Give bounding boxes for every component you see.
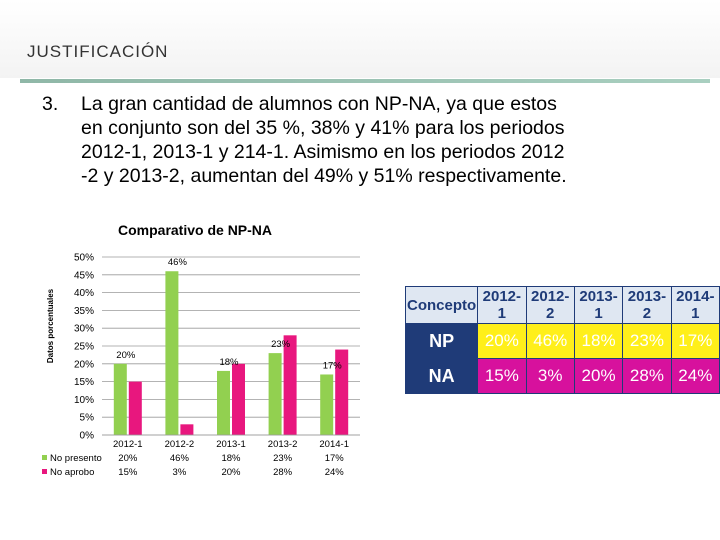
paragraph-line: en conjunto son del 35 %, 38% y 41% para… bbox=[81, 117, 565, 139]
y-tick-label: 25% bbox=[74, 342, 94, 353]
table-cell: 46% bbox=[525, 323, 575, 359]
data-label: 23% bbox=[271, 339, 291, 350]
y-tick-label: 30% bbox=[74, 324, 94, 335]
bar-no-aprobo bbox=[283, 335, 297, 435]
bar-no-presento bbox=[268, 353, 282, 435]
table-value-no-aprobo: 28% bbox=[273, 467, 293, 478]
table-cell: 20% bbox=[573, 358, 624, 394]
table-cell: 3% bbox=[525, 358, 575, 394]
x-tick-label: 2012-1 bbox=[113, 439, 143, 450]
bar-no-aprobo bbox=[180, 424, 194, 435]
bar-no-presento bbox=[113, 363, 127, 435]
y-tick-label: 20% bbox=[74, 359, 94, 370]
table-cell: 28% bbox=[622, 358, 672, 394]
table-header-cell: 2013-1 bbox=[573, 286, 624, 324]
justification-paragraph: 3. La gran cantidad de alumnos con NP-NA… bbox=[42, 92, 702, 188]
table-value-no-aprobo: 15% bbox=[118, 467, 138, 478]
y-tick-label: 15% bbox=[74, 377, 94, 388]
bar-no-presento bbox=[320, 374, 334, 435]
y-tick-label: 5% bbox=[80, 413, 95, 424]
y-tick-label: 40% bbox=[74, 288, 94, 299]
y-tick-label: 10% bbox=[74, 395, 94, 406]
paragraph-text: La gran cantidad de alumnos con NP-NA, y… bbox=[81, 92, 702, 188]
title-divider bbox=[20, 79, 710, 83]
table-row-label: NP bbox=[404, 323, 479, 359]
y-tick-label: 0% bbox=[80, 431, 95, 442]
table-value-no-aprobo: 20% bbox=[221, 467, 241, 478]
table-header-row: Concepto 2012-1 2012-2 2013-1 2013-2 201… bbox=[404, 286, 720, 324]
table-header-cell: 2014-1 bbox=[670, 286, 720, 324]
data-label: 18% bbox=[219, 357, 239, 368]
comparison-table-wrap: Concepto 2012-1 2012-2 2013-1 2013-2 201… bbox=[404, 286, 720, 394]
table-row: NA 15% 3% 20% 28% 24% bbox=[404, 358, 720, 394]
table-cell: 15% bbox=[477, 358, 527, 394]
y-axis-title: Datos porcentuales bbox=[46, 288, 55, 363]
table-header-cell: 2012-2 bbox=[525, 286, 575, 324]
bar-no-aprobo bbox=[232, 363, 245, 435]
paragraph-line: 2012-1, 2013-1 y 214-1. Asimismo en los … bbox=[81, 141, 565, 163]
table-value-no-aprobo: 3% bbox=[173, 467, 187, 478]
table-value-no-presento: 46% bbox=[170, 453, 190, 464]
table-header-cell: Concepto bbox=[404, 286, 479, 324]
table-cell: 20% bbox=[477, 323, 527, 359]
x-tick-label: 2013-2 bbox=[268, 439, 298, 450]
bar-no-presento bbox=[165, 271, 179, 435]
table-value-no-presento: 20% bbox=[118, 453, 138, 464]
y-tick-label: 50% bbox=[74, 253, 94, 264]
legend-label: No presento bbox=[50, 453, 102, 464]
table-row-label: NA bbox=[404, 358, 479, 394]
table-value-no-presento: 23% bbox=[273, 453, 293, 464]
table-value-no-presento: 18% bbox=[221, 453, 241, 464]
item-number: 3. bbox=[42, 93, 59, 115]
legend-label: No aprobo bbox=[50, 467, 94, 478]
paragraph-line: La gran cantidad de alumnos con NP-NA, y… bbox=[81, 93, 557, 115]
data-label: 46% bbox=[168, 257, 188, 268]
bar-no-aprobo bbox=[335, 349, 349, 435]
y-tick-label: 45% bbox=[74, 270, 94, 281]
data-label: 17% bbox=[323, 360, 343, 371]
paragraph-line: -2 y 2013-2, aumentan del 49% y 51% resp… bbox=[81, 165, 567, 187]
title-band bbox=[0, 0, 720, 78]
x-tick-label: 2013-1 bbox=[216, 439, 246, 450]
legend-swatch bbox=[42, 469, 47, 474]
table-header-cell: 2013-2 bbox=[622, 286, 672, 324]
chart-title: Comparativo de NP-NA bbox=[118, 222, 273, 238]
comparison-table: Concepto 2012-1 2012-2 2013-1 2013-2 201… bbox=[404, 286, 720, 394]
slide-title: JUSTIFICACIÓN bbox=[27, 42, 169, 61]
table-value-no-aprobo: 24% bbox=[325, 467, 345, 478]
comparison-bar-chart: 0% 5% 10% 15% 20% 25% 30% 35% 40% 45% 50% Datos por… bbox=[42, 253, 360, 478]
x-tick-label: 2014-1 bbox=[319, 439, 349, 450]
y-tick-label: 35% bbox=[74, 306, 94, 317]
table-cell: 23% bbox=[622, 323, 672, 359]
data-label: 20% bbox=[116, 350, 136, 361]
table-header-cell: 2012-1 bbox=[477, 286, 527, 324]
bar-no-aprobo bbox=[128, 381, 142, 435]
table-cell: 17% bbox=[670, 323, 720, 359]
table-cell: 18% bbox=[573, 323, 624, 359]
bar-no-presento bbox=[217, 370, 230, 435]
legend-swatch bbox=[42, 455, 47, 460]
table-row: NP 20% 46% 18% 23% 17% bbox=[404, 323, 720, 359]
table-cell: 24% bbox=[670, 358, 720, 394]
table-value-no-presento: 17% bbox=[325, 453, 345, 464]
x-tick-label: 2012-2 bbox=[165, 439, 195, 450]
